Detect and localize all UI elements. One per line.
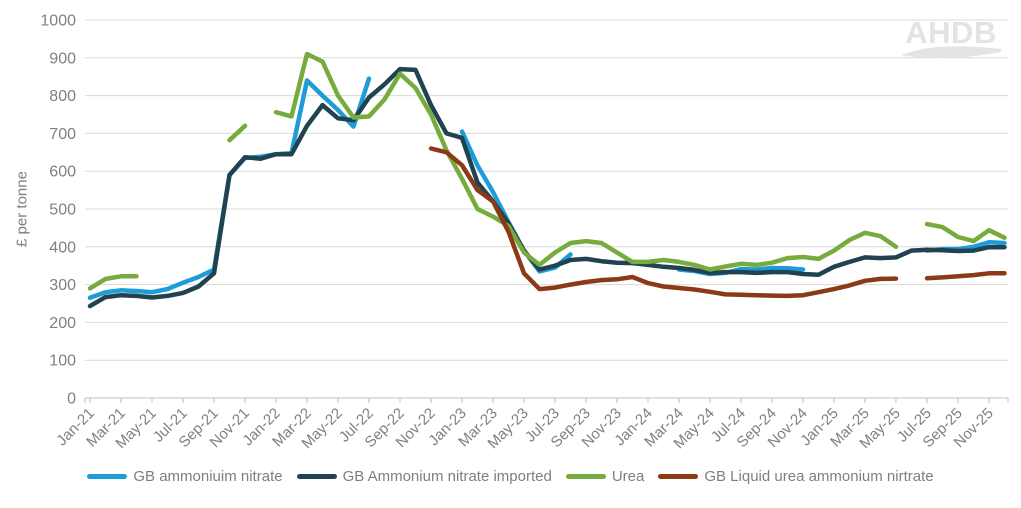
legend-label: GB ammoniuim nitrate: [133, 468, 283, 485]
legend-item: GB Liquid urea ammonium nirtrate: [658, 468, 934, 485]
legend-label: Urea: [611, 468, 645, 485]
y-axis-tick-label: 0: [67, 391, 76, 408]
y-axis-title: £ per tonne: [13, 171, 31, 247]
series-line-urea: [87, 51, 1007, 291]
y-axis-tick-label: 200: [49, 315, 76, 332]
series-line-gb-ammonium-nitrate-imported: [87, 66, 1007, 309]
y-axis-tick-label: 600: [49, 164, 76, 181]
legend-label: GB Ammonium nitrate imported: [342, 468, 552, 485]
y-axis-tick-label: 1000: [40, 13, 76, 30]
legend-swatch-icon: [658, 474, 699, 479]
legend-swatch-icon: [296, 474, 337, 479]
legend-swatch-icon: [87, 474, 128, 479]
ahdb-logo-swoosh-icon: [901, 46, 1001, 59]
y-axis-tick-label: 900: [49, 50, 76, 67]
plot-area: 01002003004005006007008009001000Jan-21Ma…: [40, 13, 1009, 452]
y-axis-tick-label: 700: [49, 126, 76, 143]
y-axis-tick-label: 400: [49, 239, 76, 256]
chart-legend: GB ammoniuim nitrate GB Ammonium nitrate …: [0, 468, 1021, 485]
y-axis-tick-label: 800: [49, 88, 76, 105]
legend-item: GB ammoniuim nitrate: [87, 468, 283, 485]
legend-swatch-icon: [565, 474, 606, 479]
y-axis-tick-label: 500: [49, 202, 76, 219]
legend-item: Urea: [565, 468, 645, 485]
ahdb-logo: AHDB: [899, 15, 1003, 59]
legend-label: GB Liquid urea ammonium nirtrate: [704, 468, 934, 485]
y-axis-tick-label: 100: [49, 353, 76, 370]
legend-item: GB Ammonium nitrate imported: [296, 468, 552, 485]
ahdb-logo-text: AHDB: [905, 15, 997, 50]
y-axis-tick-label: 300: [49, 277, 76, 294]
series-line-gb-liquid-urea-ammonium-nirtrate: [428, 146, 1007, 299]
